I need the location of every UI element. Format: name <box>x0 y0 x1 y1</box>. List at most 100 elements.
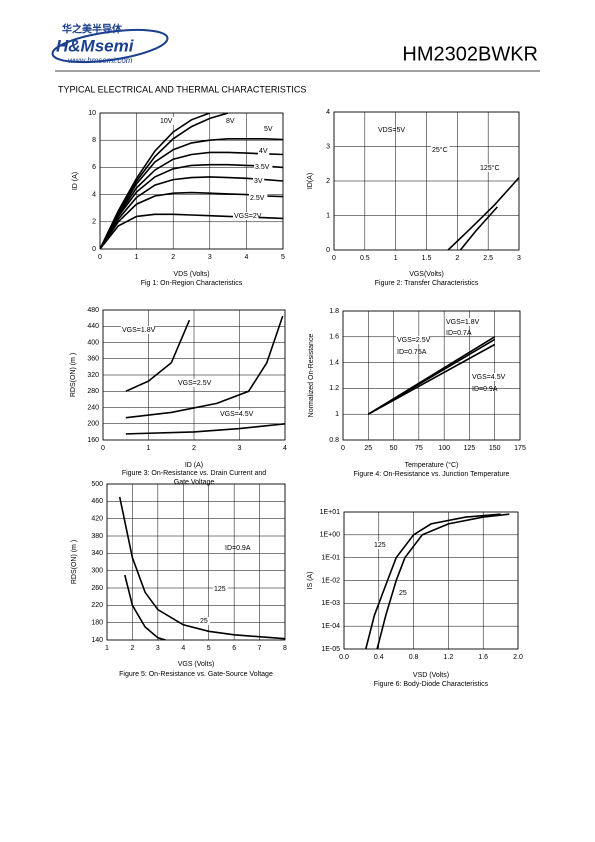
label-bg <box>233 212 259 220</box>
x-tick-label: 0.8 <box>409 654 419 661</box>
x-tick-label: 4 <box>283 445 287 452</box>
x-tick-label: 1 <box>135 254 139 261</box>
curve <box>447 177 519 250</box>
label-bg <box>254 163 273 171</box>
x-tick-label: 8 <box>283 645 287 652</box>
x-tick-label: 100 <box>438 445 450 452</box>
y-tick-label: 160 <box>87 437 99 444</box>
y-tick-label: 1E+00 <box>320 532 341 539</box>
y-tick-label: 1E-05 <box>321 646 340 653</box>
y-tick-label: 1.8 <box>329 308 339 315</box>
x-tick-label: 0 <box>101 445 105 452</box>
y-tick-label: 500 <box>91 481 103 488</box>
logo-url: www.hmsemi.com <box>68 56 133 65</box>
curve <box>125 315 284 419</box>
y-tick-label: 1E+01 <box>320 509 341 516</box>
curve <box>459 206 498 250</box>
annotation: ID=0.9A <box>472 386 498 393</box>
series-label: VGS=2.5V <box>397 337 431 344</box>
y-tick-label: 1.4 <box>329 359 339 366</box>
chart-title: Figure 4: On-Resistance vs. Junction Tem… <box>354 471 510 478</box>
y-tick-label: 200 <box>87 421 99 428</box>
chart-title: Fig 1: On-Region Characteristics <box>141 280 243 287</box>
x-tick-label: 1.2 <box>444 654 454 661</box>
chart-title: Gate Voltage <box>174 479 215 486</box>
x-tick-label: 4 <box>244 254 248 261</box>
curve <box>125 319 191 393</box>
series-label: VGS=2V <box>234 213 262 220</box>
y-tick-label: 1.6 <box>329 334 339 341</box>
curve <box>100 151 283 249</box>
y-tick-label: 320 <box>87 372 99 379</box>
y-axis-label: IS (A) <box>307 572 314 590</box>
curve <box>100 176 283 249</box>
plot-frame <box>343 511 519 650</box>
y-tick-label: 3 <box>326 143 330 150</box>
x-tick-label: 125 <box>464 445 476 452</box>
series-label: 3.5V <box>255 164 270 171</box>
chart-title: Figure 6: Body-Diode Characteristics <box>374 681 489 688</box>
y-tick-label: 1.2 <box>329 385 339 392</box>
curve <box>118 496 285 640</box>
y-tick-label: 10 <box>88 110 96 117</box>
x-tick-label: 1.5 <box>422 255 432 262</box>
x-axis-label: ID (A) <box>185 462 203 469</box>
x-tick-label: 175 <box>514 445 526 452</box>
y-tick-label: 1E-01 <box>321 555 340 562</box>
chart-title: Figure 2: Transfer Characteristics <box>375 280 479 287</box>
label-bg <box>445 318 478 326</box>
series-label: 125 <box>374 542 386 549</box>
y-tick-label: 2 <box>92 219 96 226</box>
x-tick-label: 4 <box>181 645 185 652</box>
x-tick-label: 3 <box>238 445 242 452</box>
curve <box>100 138 283 249</box>
x-tick-label: 1 <box>147 445 151 452</box>
label-bg <box>159 117 174 125</box>
series-label: VGS=2.5V <box>178 380 212 387</box>
x-tick-label: 1 <box>105 645 109 652</box>
y-tick-label: 4 <box>326 109 330 116</box>
x-tick-label: 0.4 <box>374 654 384 661</box>
label-bg <box>253 177 265 185</box>
series-label: 3V <box>254 178 263 185</box>
x-tick-label: 50 <box>390 445 398 452</box>
series-label: 5V <box>264 126 273 133</box>
curve <box>365 513 501 649</box>
y-tick-label: 280 <box>87 388 99 395</box>
label-bg <box>479 164 501 172</box>
y-tick-label: 6 <box>92 164 96 171</box>
y-tick-label: 0.8 <box>329 437 339 444</box>
x-tick-label: 2 <box>130 645 134 652</box>
chart-title: Figure 5: On-Resistance vs. Gate-Source … <box>119 671 273 678</box>
label-bg <box>121 326 154 334</box>
y-axis-label: ID(A) <box>307 173 314 189</box>
annotation: VDS=5V <box>378 127 405 134</box>
x-tick-label: 5 <box>281 254 285 261</box>
series-label: 2.5V <box>250 195 265 202</box>
y-tick-label: 1 <box>335 411 339 418</box>
series-label: 25°C <box>432 146 448 154</box>
annotation: ID=0.9A <box>225 545 251 552</box>
x-tick-label: 1.6 <box>478 654 488 661</box>
y-tick-label: 1E-03 <box>321 600 340 607</box>
x-tick-label: 1 <box>394 255 398 262</box>
logo: H&Msemi <box>56 36 135 55</box>
y-tick-label: 180 <box>91 620 103 627</box>
y-axis-label: RDS(ON) (m ) <box>71 540 78 584</box>
x-axis-label: Temperature (°C) <box>405 461 459 469</box>
curve <box>125 423 285 435</box>
chart-title: Figure 3: On-Resistance vs. Drain Curren… <box>122 470 266 477</box>
curve <box>367 343 496 415</box>
x-tick-label: 3 <box>208 254 212 261</box>
x-tick-label: 25 <box>364 445 372 452</box>
x-axis-label: VGS(Volts) <box>409 271 444 278</box>
label-bg <box>213 585 228 593</box>
label-bg <box>219 410 252 418</box>
y-tick-label: 380 <box>91 533 103 540</box>
label-bg <box>199 617 211 625</box>
y-tick-label: 2 <box>326 178 330 185</box>
x-tick-label: 0.5 <box>360 255 370 262</box>
x-tick-label: 3 <box>517 255 521 262</box>
label-bg <box>263 125 275 133</box>
